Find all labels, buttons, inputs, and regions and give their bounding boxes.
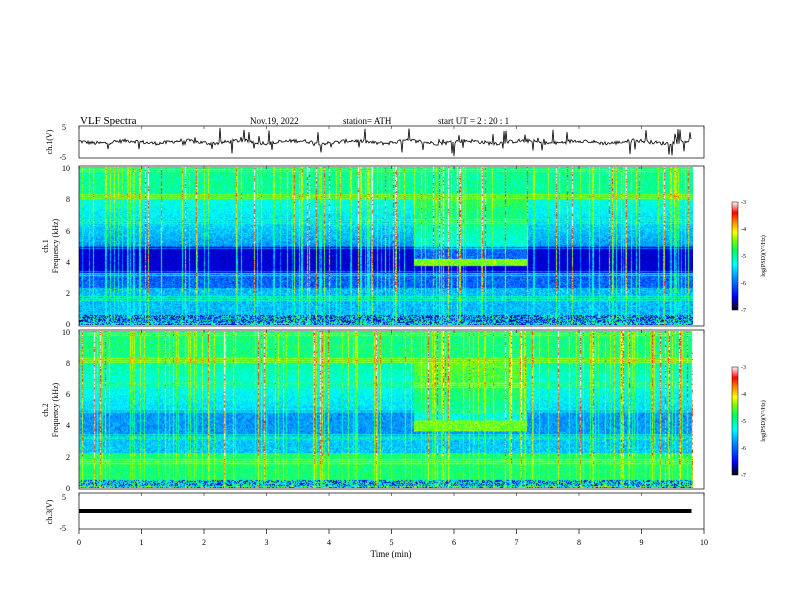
date-label: Nov.19, 2022 (250, 116, 299, 126)
start-time-label: start UT = 2 : 20 : 1 (438, 116, 509, 126)
ch1-spec-ylabel-channel: ch.1 (41, 239, 50, 253)
ch1-ytick-0: 0 (66, 320, 70, 329)
figure-title: VLF Spectra (80, 115, 137, 127)
ch1-waveform-line (78, 127, 692, 157)
ch1-cb-tick-4: -4 (741, 227, 746, 233)
ch2-spectrogram-yticks: 10 8 6 4 2 0 (62, 328, 70, 493)
time-axis-tick-label: 2 (202, 538, 206, 547)
ch1-wave-ylabel: ch.1(V) (45, 129, 54, 154)
ch1-spectrogram-panel: 10 8 6 4 2 0 ch.1 Frequency (kHz) (41, 164, 705, 329)
ch1-cb-tick-6: -6 (741, 281, 746, 287)
ch2-ytick-0: 0 (66, 484, 70, 493)
ch1-ytick-6: 6 (66, 227, 70, 236)
ch2-cb-tick-4: -4 (741, 392, 746, 398)
time-axis-tick-label: 5 (390, 538, 394, 547)
ch2-ytick-10: 10 (62, 328, 70, 337)
time-axis-tick-label: 9 (640, 538, 644, 547)
ch1-cb-label: log(PSD)(V²/Hz) (760, 235, 767, 276)
ch1-wave-ytick-top: 5 (62, 123, 66, 132)
ch2-spectrogram-panel: 10 8 6 4 2 0 ch.2 Frequency (kHz) (41, 328, 705, 493)
ch1-cb-tick-3: -3 (741, 200, 746, 206)
ch2-spec-ylabel-frequency: Frequency (kHz) (51, 382, 60, 437)
ch1-colorbar: -3 -4 -5 -6 -7 log(PSD)(V²/Hz) (731, 200, 767, 314)
ch1-ytick-10: 10 (62, 164, 70, 173)
time-axis-tick-label: 4 (327, 538, 331, 547)
ch1-ytick-2: 2 (66, 289, 70, 298)
ch2-colorbar: -3 -4 -5 -6 -7 log(PSD)(V²/Hz) (731, 365, 767, 479)
ch2-cb-tick-6: -6 (741, 446, 746, 452)
ch2-ytick-6: 6 (66, 390, 70, 399)
time-axis-tick-label: 10 (700, 538, 708, 547)
ch1-colorbar-gradient (731, 201, 739, 311)
ch3-waveform-panel: 5 -5 ch.3(V) (45, 492, 705, 533)
ch2-colorbar-gradient (731, 366, 739, 476)
ch1-cb-tick-7: -7 (741, 308, 746, 314)
ch2-cb-tick-5: -5 (741, 419, 746, 425)
ch3-wave-ylabel: ch.3(V) (45, 499, 54, 524)
ch2-spec-ylabel-channel: ch.2 (41, 403, 50, 417)
ch1-waveform-panel: 5 -5 ch.1(V) (45, 123, 705, 162)
ch1-ytick-8: 8 (66, 195, 70, 204)
ch1-spectrogram-yticks: 10 8 6 4 2 0 (62, 164, 70, 329)
ch3-wave-ytick-top: 5 (62, 493, 66, 502)
ch2-cb-label: log(PSD)(V²/Hz) (760, 400, 767, 441)
time-axis-tick-label: 3 (265, 538, 269, 547)
time-axis-tick-label: 6 (452, 538, 456, 547)
time-axis-tick-label: 8 (577, 538, 581, 547)
ch1-cb-tick-5: -5 (741, 254, 746, 260)
ch2-cb-tick-7: -7 (741, 473, 746, 479)
ch3-wave-ytick-bottom: -5 (59, 524, 66, 533)
ch1-spec-ylabel-frequency: Frequency (kHz) (51, 218, 60, 273)
time-axis: 0 1 2 3 4 5 6 7 8 9 10 (77, 529, 708, 547)
ch1-wave-ytick-bottom: -5 (59, 153, 66, 162)
time-axis-tick-label: 7 (515, 538, 519, 547)
ch2-spectrogram-image (79, 331, 693, 488)
ch1-ytick-4: 4 (66, 258, 70, 267)
ch2-ytick-4: 4 (66, 421, 70, 430)
time-axis-tick-label: 1 (140, 538, 144, 547)
ch2-cb-tick-3: -3 (741, 365, 746, 371)
time-axis-tick-label: 0 (77, 538, 81, 547)
ch2-ytick-2: 2 (66, 453, 70, 462)
ch2-ytick-8: 8 (66, 359, 70, 368)
ch1-spectrogram-image (79, 167, 693, 325)
station-label: station= ATH (343, 116, 392, 126)
time-axis-label: Time (min) (371, 549, 412, 559)
